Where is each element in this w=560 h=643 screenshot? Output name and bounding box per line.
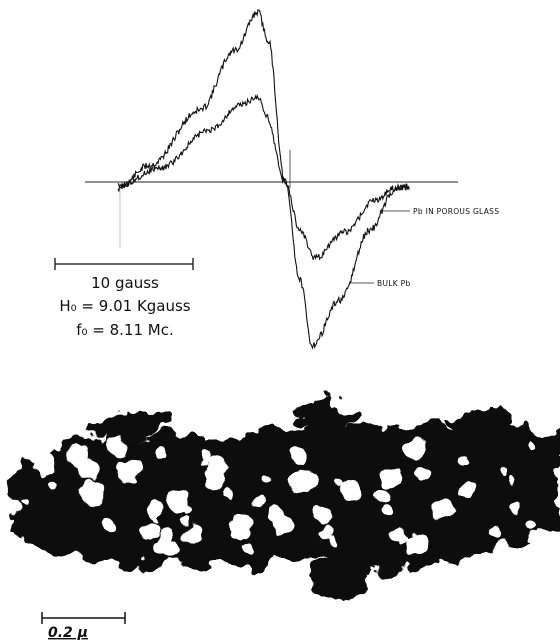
pore — [122, 456, 144, 478]
pore — [230, 513, 254, 538]
pore — [289, 446, 307, 464]
frequency-label: f₀ = 8.11 Mc. — [76, 321, 174, 339]
trace — [117, 93, 410, 261]
bulk-label: BULK Pb — [377, 279, 411, 288]
pore — [145, 501, 164, 519]
pore — [46, 481, 56, 491]
traces — [117, 8, 410, 350]
pore — [298, 468, 320, 490]
pore — [524, 519, 535, 530]
field-label: H₀ = 9.01 Kgauss — [59, 297, 190, 315]
pore — [8, 499, 23, 515]
pore — [269, 505, 286, 523]
pore — [404, 437, 426, 460]
pore — [207, 454, 230, 477]
pore — [459, 455, 469, 465]
pore — [161, 541, 170, 549]
pore — [532, 540, 542, 550]
pore — [491, 541, 509, 558]
pore — [32, 451, 55, 474]
pore — [89, 463, 98, 472]
pore — [376, 488, 390, 503]
micro-scale-label: 0.2 μ — [48, 625, 88, 641]
pore — [431, 500, 452, 521]
pore — [388, 526, 407, 545]
pore — [318, 524, 334, 540]
pore — [160, 538, 181, 559]
pore — [508, 476, 515, 483]
pore — [262, 472, 273, 483]
micrograph — [6, 401, 560, 598]
porous-label: Pb IN POROUS GLASS — [413, 207, 499, 216]
pore — [22, 498, 30, 506]
pore — [407, 533, 431, 557]
pore — [382, 502, 396, 516]
pore — [140, 521, 159, 540]
pore — [180, 515, 192, 528]
pore — [338, 480, 359, 501]
pore — [498, 468, 506, 476]
pore — [509, 503, 522, 515]
pore — [183, 529, 199, 544]
pore — [327, 536, 338, 547]
pore — [106, 437, 127, 458]
trace — [117, 8, 410, 350]
pore — [379, 465, 403, 489]
pore — [156, 449, 167, 460]
pore — [415, 468, 428, 481]
pore — [253, 494, 266, 507]
pore — [100, 519, 116, 534]
pore — [460, 481, 476, 497]
pore — [312, 503, 333, 524]
pore — [199, 459, 208, 468]
pore — [488, 525, 502, 539]
pore — [153, 514, 160, 522]
pore — [334, 478, 343, 487]
pore — [527, 529, 540, 543]
scale-label: 10 gauss — [91, 274, 159, 292]
pore — [80, 480, 105, 505]
pore — [244, 543, 255, 555]
pore — [166, 491, 187, 512]
pore — [65, 445, 89, 468]
pore — [524, 440, 536, 452]
pore — [221, 487, 229, 495]
